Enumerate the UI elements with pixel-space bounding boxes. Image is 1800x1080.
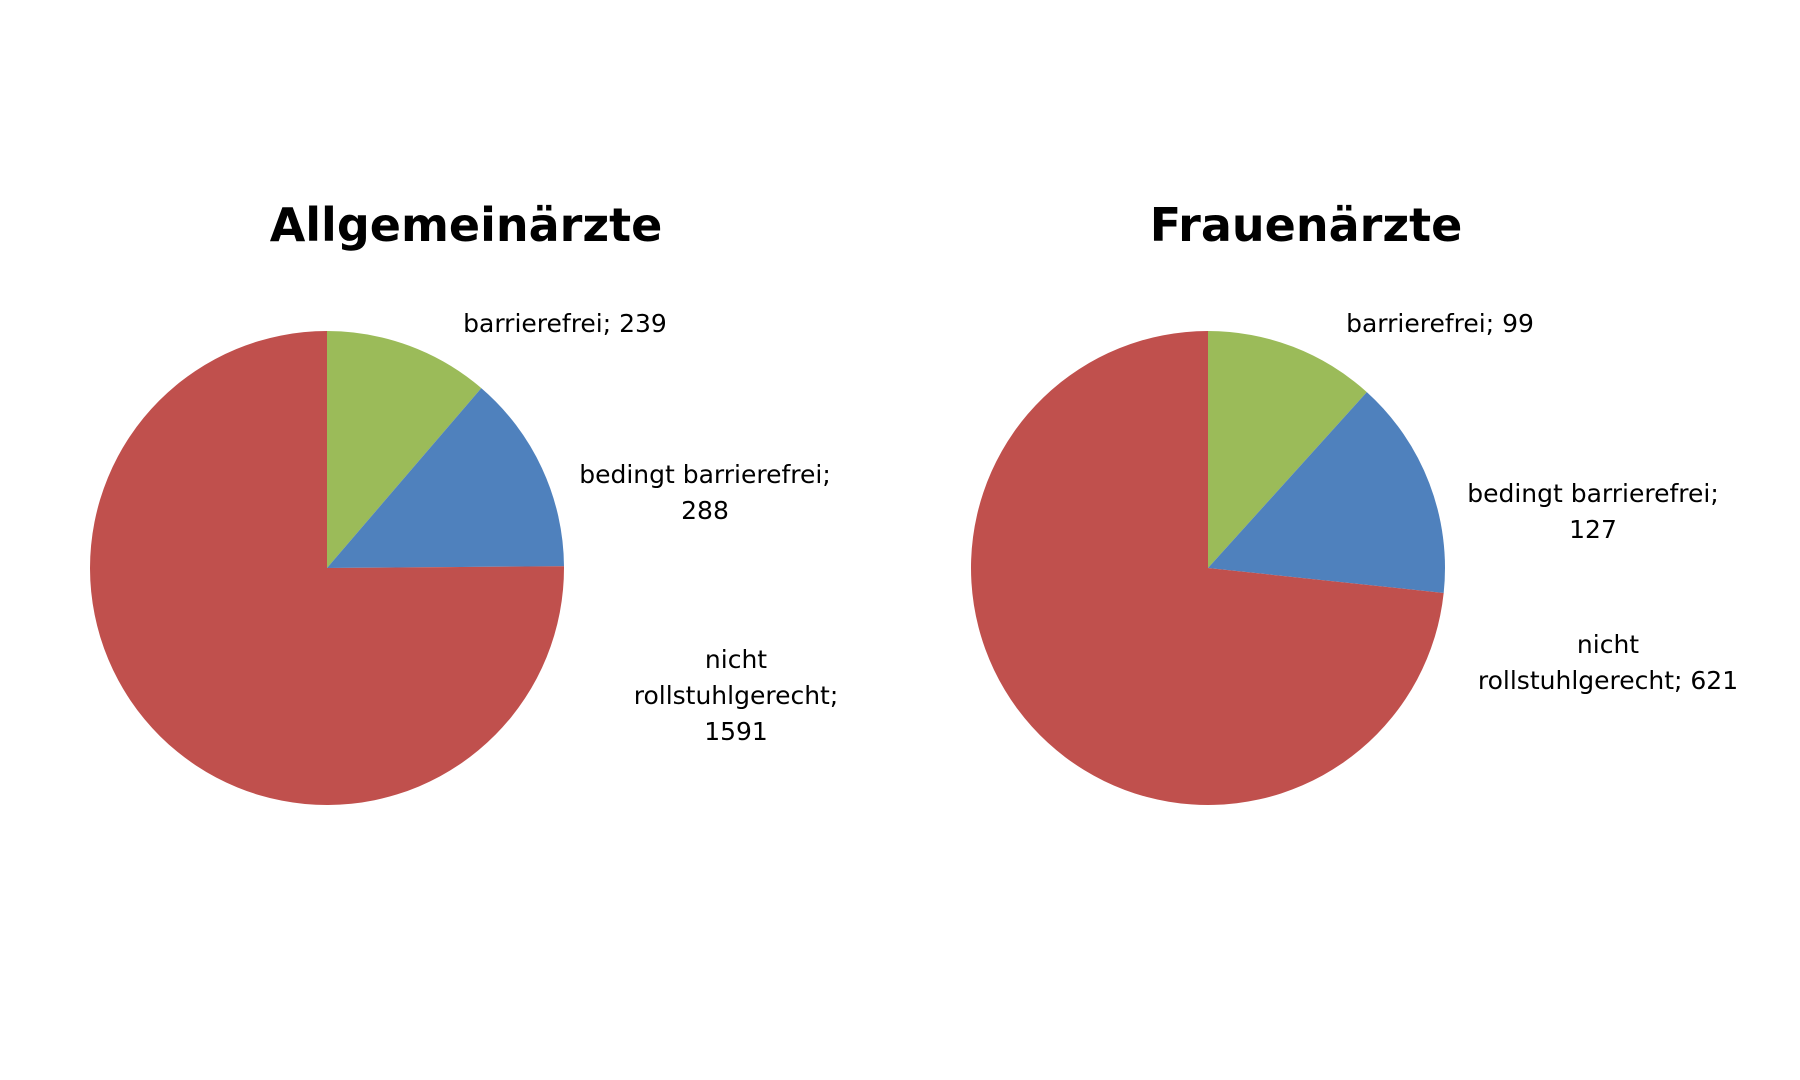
chart-title: Frauenärzte — [1149, 198, 1463, 252]
data-label: barrierefrei; 99 — [1346, 309, 1534, 338]
pie-slice — [327, 388, 564, 568]
data-label: nicht rollstuhlgerecht; 1591 — [633, 645, 839, 746]
data-label: nicht rollstuhlgerecht; 621 — [1477, 630, 1739, 695]
chart-title: Allgemeinärzte — [269, 198, 663, 252]
data-label: bedingt barrierefrei; 288 — [579, 460, 831, 525]
pie-slice — [89, 331, 564, 805]
pie-slice — [1208, 392, 1445, 594]
pie-slice — [1208, 331, 1367, 568]
pie-slice — [971, 331, 1444, 805]
data-label: barrierefrei; 239 — [463, 309, 667, 338]
data-label: bedingt barrierefrei; 127 — [1467, 479, 1719, 544]
pie-slice — [327, 331, 482, 568]
